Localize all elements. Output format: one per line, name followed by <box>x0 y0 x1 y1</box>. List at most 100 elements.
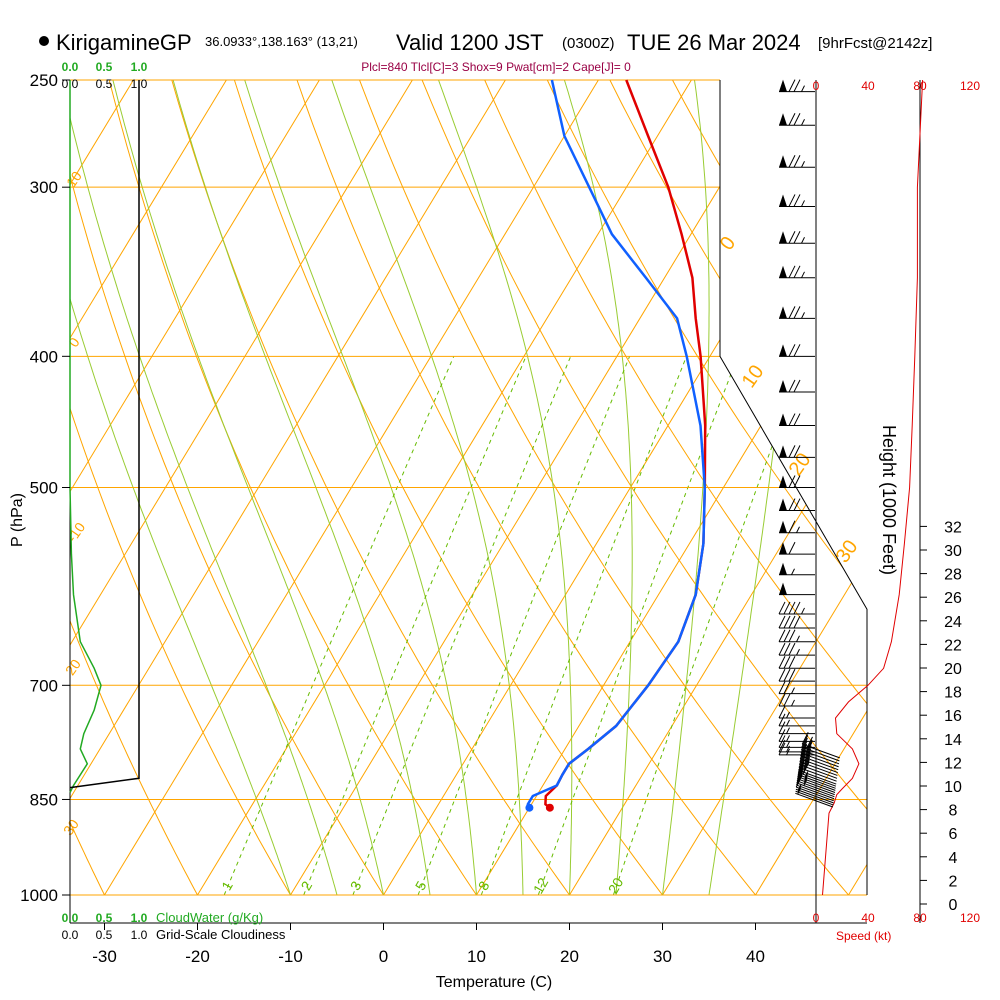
dry-adiabat-line <box>70 80 291 895</box>
wind-barb <box>779 562 815 576</box>
wind-barb <box>779 265 815 279</box>
isotherm-line <box>70 80 227 895</box>
moist-adiabat-line <box>70 80 291 895</box>
mixing-ratio-label: 20 <box>605 875 627 897</box>
temperature-profile-start-dot <box>545 803 554 812</box>
wind-barb <box>779 582 815 596</box>
p-tick-label: 400 <box>30 347 58 366</box>
x-tick-label: -10 <box>278 947 303 966</box>
wind-barb <box>778 721 815 735</box>
height-tick-label: 32 <box>944 519 962 536</box>
dry-adiabat-label: 0 <box>65 334 83 350</box>
wind-barb <box>778 642 815 656</box>
cloudwater-tick-bottom: 1.0 <box>131 911 148 925</box>
height-tick-label: 6 <box>949 826 958 843</box>
valid-time: Valid 1200 JST <box>396 30 544 55</box>
wind-barb <box>779 541 815 555</box>
dry-adiabat-line <box>923 80 1000 895</box>
dry-adiabat-line <box>359 80 849 895</box>
wind-barb <box>779 498 815 512</box>
p-tick-label: 700 <box>30 676 58 695</box>
mixing-ratio-line <box>352 356 572 895</box>
cloudiness-tick-top: 0.5 <box>96 77 113 91</box>
valid-date: TUE 26 Mar 2024 <box>627 30 801 55</box>
mixing-ratio-line <box>612 356 806 895</box>
station-name: KirigamineGP <box>56 30 192 55</box>
wind-barb <box>778 693 815 707</box>
wind-barb <box>778 705 815 719</box>
cloudiness-tick-bottom: 0.0 <box>62 928 79 942</box>
dry-adiabat-line <box>171 80 570 895</box>
p-tick-label: 500 <box>30 479 58 498</box>
mixing-ratio-label: 1 <box>218 878 236 893</box>
wind-barb <box>779 413 815 427</box>
x-tick-label: 10 <box>467 947 486 966</box>
cloudwater-profile <box>69 80 102 793</box>
sounding-curves <box>525 79 707 812</box>
height-tick-label: 18 <box>944 685 962 702</box>
station-dot-icon <box>39 36 49 46</box>
x-tick-label: -30 <box>92 947 117 966</box>
x-tick-label: -20 <box>185 947 210 966</box>
dry-adiabat-label: 20 <box>62 656 84 678</box>
moist-adiabat-line <box>563 80 633 895</box>
cloudwater-tick-bottom: 0.5 <box>96 911 113 925</box>
height-tick-label: 2 <box>949 873 958 890</box>
plot-boundary <box>719 80 868 895</box>
cloud-panel: 0.00.00.50.51.01.00.00.00.50.51.01.0 <box>62 60 148 942</box>
dry-adiabat-label: -10 <box>64 519 89 545</box>
moist-adiabat-line <box>244 80 477 895</box>
wind-barb <box>778 713 815 727</box>
mixing-ratio-label: 12 <box>530 875 552 897</box>
cloudwater-tick-top: 0.0 <box>62 60 79 74</box>
height-tick-label: 28 <box>944 567 962 584</box>
wind-barb <box>795 785 834 806</box>
height-tick-label: 16 <box>944 708 962 725</box>
height-tick-label: 8 <box>949 803 958 820</box>
dry-adiabat-line <box>0 80 12 895</box>
moist-adiabat-line <box>172 80 431 895</box>
forecast-label: [9hrFcst@2142z] <box>818 35 932 52</box>
x-tick-label: 0 <box>379 947 388 966</box>
dry-adiabat-line <box>70 80 384 895</box>
cloudwater-tick-top: 0.5 <box>96 60 113 74</box>
y-axis-title: P (hPa) <box>9 493 26 547</box>
cloudiness-label: Grid-Scale Cloudiness <box>156 927 286 942</box>
station-coords: 36.0933°,138.163° (13,21) <box>205 34 358 49</box>
wind-barb <box>778 668 815 682</box>
cloudwater-label: CloudWater (g/Kg) <box>156 910 263 925</box>
mixing-ratio-label: 5 <box>412 878 430 893</box>
cloudwater-tick-top: 1.0 <box>131 60 148 74</box>
dry-adiabat-line <box>233 80 663 895</box>
moist-adiabat-line <box>662 80 710 895</box>
moist-adiabat-line <box>438 80 573 895</box>
mixing-ratio-line <box>480 356 687 895</box>
wind-barb <box>779 344 815 357</box>
wind-barb <box>778 681 815 695</box>
dry-adiabat-line <box>421 80 867 895</box>
wind-barb <box>778 656 815 669</box>
wind-speed-profile <box>822 79 924 896</box>
height-tick-label: 0 <box>949 897 958 914</box>
mixing-ratio-label: 2 <box>298 878 316 893</box>
p-tick-label: 1000 <box>20 886 58 905</box>
dry-adiabat-line <box>70 80 198 895</box>
speed-tick-top: 80 <box>913 79 927 93</box>
mixing-ratio-label: 8 <box>475 878 493 893</box>
speed-tick-bottom: 40 <box>861 911 875 925</box>
wind-barb <box>778 601 815 615</box>
cloudwater-tick-bottom: 0.0 <box>62 911 79 925</box>
moist-adiabat-line <box>331 80 524 895</box>
isotherm-line <box>942 80 1000 895</box>
wind-barb <box>779 230 815 244</box>
dry-adiabat-line <box>296 80 756 895</box>
p-tick-label: 850 <box>30 790 58 809</box>
speed-tick-top: 120 <box>960 79 980 93</box>
isotherm-line <box>848 80 867 895</box>
height-tick-label: 12 <box>944 755 962 772</box>
height-tick-label: 26 <box>944 590 962 607</box>
height-tick-label: 20 <box>944 661 962 678</box>
wind-barb <box>779 194 815 207</box>
